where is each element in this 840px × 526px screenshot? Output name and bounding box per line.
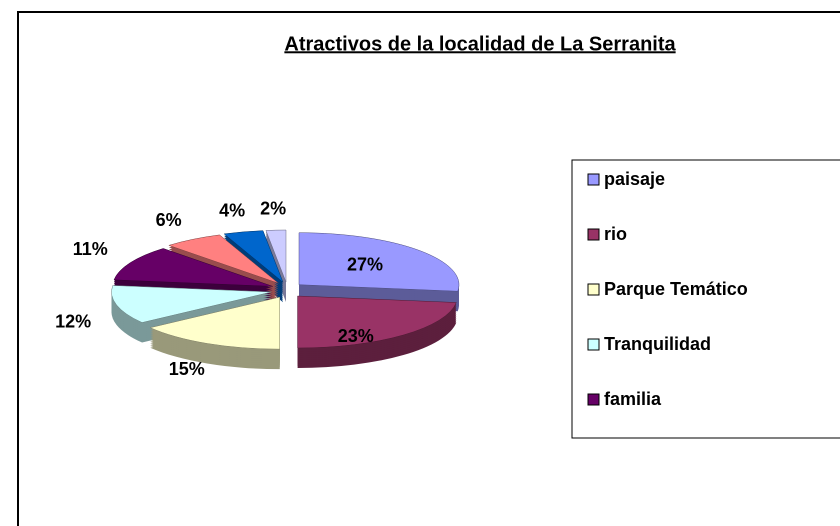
legend-swatch: [587, 173, 600, 186]
pie-slice: [298, 232, 460, 312]
slice-top: [297, 295, 457, 349]
slice-top: [298, 232, 460, 292]
legend-swatch: [587, 283, 600, 296]
data-label: 15%: [169, 359, 205, 379]
slice-top: [168, 234, 279, 284]
data-label: 23%: [338, 326, 374, 346]
data-label: 4%: [219, 201, 245, 221]
slice-top: [113, 248, 273, 287]
pie-slice: [297, 295, 457, 369]
data-label: 11%: [73, 239, 108, 259]
slice-top: [111, 285, 272, 323]
legend-box: [571, 159, 840, 439]
pie-slice: [149, 296, 280, 370]
legend-swatch: [587, 393, 600, 406]
slice-top: [265, 229, 287, 283]
slice-top: [149, 296, 280, 350]
legend-label: Tranquilidad: [604, 334, 711, 354]
data-label: 6%: [156, 210, 182, 230]
data-label: 2%: [260, 198, 286, 218]
data-label: 12%: [55, 311, 91, 331]
legend-label: familia: [604, 389, 662, 409]
legend-swatch: [587, 228, 600, 241]
data-label: 27%: [347, 255, 383, 275]
slice-top: [223, 230, 284, 284]
legend-swatch: [587, 338, 600, 351]
legend-label: Parque Temático: [604, 279, 748, 299]
legend-label: paisaje: [604, 169, 665, 189]
legend-label: rio: [604, 224, 627, 244]
chart-title: Atractivos de la localidad de La Serrani…: [284, 33, 676, 55]
